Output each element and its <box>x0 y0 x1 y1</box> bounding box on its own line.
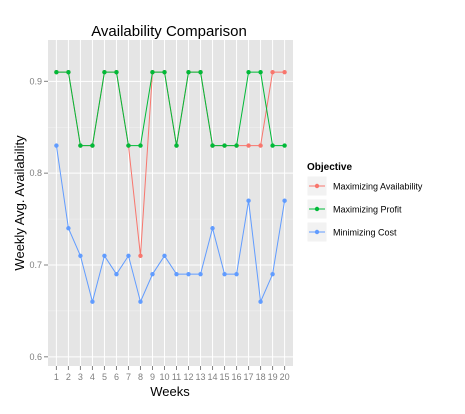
x-tick-label: 2 <box>66 372 71 382</box>
x-tick-label: 10 <box>159 372 169 382</box>
x-tick-label: 11 <box>172 372 181 382</box>
x-tick-label: 1 <box>54 372 59 382</box>
data-point <box>222 143 227 148</box>
data-point <box>246 198 251 203</box>
x-tick-label: 18 <box>256 372 266 382</box>
data-point <box>114 69 119 75</box>
y-tick-label: 0.7 <box>29 260 42 270</box>
data-point <box>234 271 239 277</box>
data-point <box>222 271 227 277</box>
data-point <box>54 143 59 148</box>
data-point <box>126 253 131 259</box>
data-point <box>198 271 203 277</box>
legend-key-point <box>314 206 320 212</box>
x-tick-label: 7 <box>126 372 131 382</box>
x-tick-label: 5 <box>102 372 107 382</box>
data-point <box>78 143 83 148</box>
data-point <box>78 253 83 259</box>
data-point <box>210 143 215 148</box>
x-tick-label: 4 <box>90 372 95 382</box>
legend: Objective Maximizing AvailabilityMaximiz… <box>306 162 423 243</box>
legend-label: Maximizing Profit <box>333 205 402 215</box>
grid-lines <box>48 40 293 366</box>
legend-key-point <box>314 183 320 189</box>
legend-label: Minimizing Cost <box>333 228 397 238</box>
x-tick-label: 3 <box>78 372 83 382</box>
x-tick-label: 15 <box>220 372 230 382</box>
x-tick-label: 19 <box>268 372 278 382</box>
data-point <box>114 271 119 277</box>
data-point <box>270 69 275 75</box>
axes: 0.60.70.80.91 2 3 4 5 6 7 8 9 10 11 12 13 14 15 16 17 18 1… <box>29 76 289 382</box>
data-point <box>174 143 179 148</box>
data-point <box>102 253 107 259</box>
series-line <box>56 71 285 147</box>
x-tick-label: 13 <box>196 372 206 382</box>
plot-panel <box>48 40 293 366</box>
data-point <box>246 69 251 75</box>
data-point <box>138 299 143 304</box>
data-point <box>90 143 95 148</box>
data-point <box>150 271 155 277</box>
data-point <box>162 253 167 259</box>
data-point <box>186 271 191 277</box>
data-point <box>246 143 251 148</box>
data-point <box>282 143 287 148</box>
series-line <box>55 145 286 304</box>
data-point <box>126 143 131 148</box>
data-point <box>186 69 191 75</box>
y-tick-label: 0.6 <box>29 352 42 362</box>
legend-items: Maximizing Availability Maximizing Profit… <box>306 175 423 243</box>
data-point <box>138 143 143 148</box>
x-axis-label: Weeks <box>150 384 190 399</box>
data-point <box>270 143 275 148</box>
x-tick-label: 8 <box>138 372 143 382</box>
x-tick-label: 16 <box>232 372 242 382</box>
data-point <box>198 69 203 75</box>
legend-label: Maximizing Availability <box>333 182 423 192</box>
data-point <box>54 69 59 75</box>
x-tick-label: 9 <box>150 372 155 382</box>
data-point <box>102 69 107 75</box>
y-tick-label: 0.8 <box>29 168 42 178</box>
x-tick-label: 20 <box>280 372 290 382</box>
data-point <box>150 69 155 75</box>
y-axis-label: Weekly Avg. Availability <box>12 135 27 271</box>
x-tick-label: 17 <box>244 372 254 382</box>
data-point <box>234 143 239 148</box>
data-point <box>66 226 71 231</box>
x-tick-label: 6 <box>114 372 119 382</box>
series-lines <box>54 69 287 304</box>
data-point <box>138 253 143 259</box>
data-point <box>90 299 95 304</box>
data-point <box>258 143 263 148</box>
data-point <box>282 69 287 75</box>
data-point <box>258 69 263 75</box>
data-point <box>66 69 71 75</box>
data-point <box>282 198 287 203</box>
data-point <box>210 226 215 231</box>
data-point <box>174 271 179 277</box>
data-point <box>270 271 275 277</box>
legend-title: Objective <box>307 162 352 173</box>
legend-key-point <box>314 229 320 235</box>
data-point <box>162 69 167 75</box>
x-tick-label: 14 <box>208 372 218 382</box>
chart-title: Availability Comparison <box>91 23 247 40</box>
y-tick-label: 0.9 <box>29 76 42 86</box>
x-tick-label: 12 <box>184 372 194 382</box>
data-point <box>258 299 263 304</box>
